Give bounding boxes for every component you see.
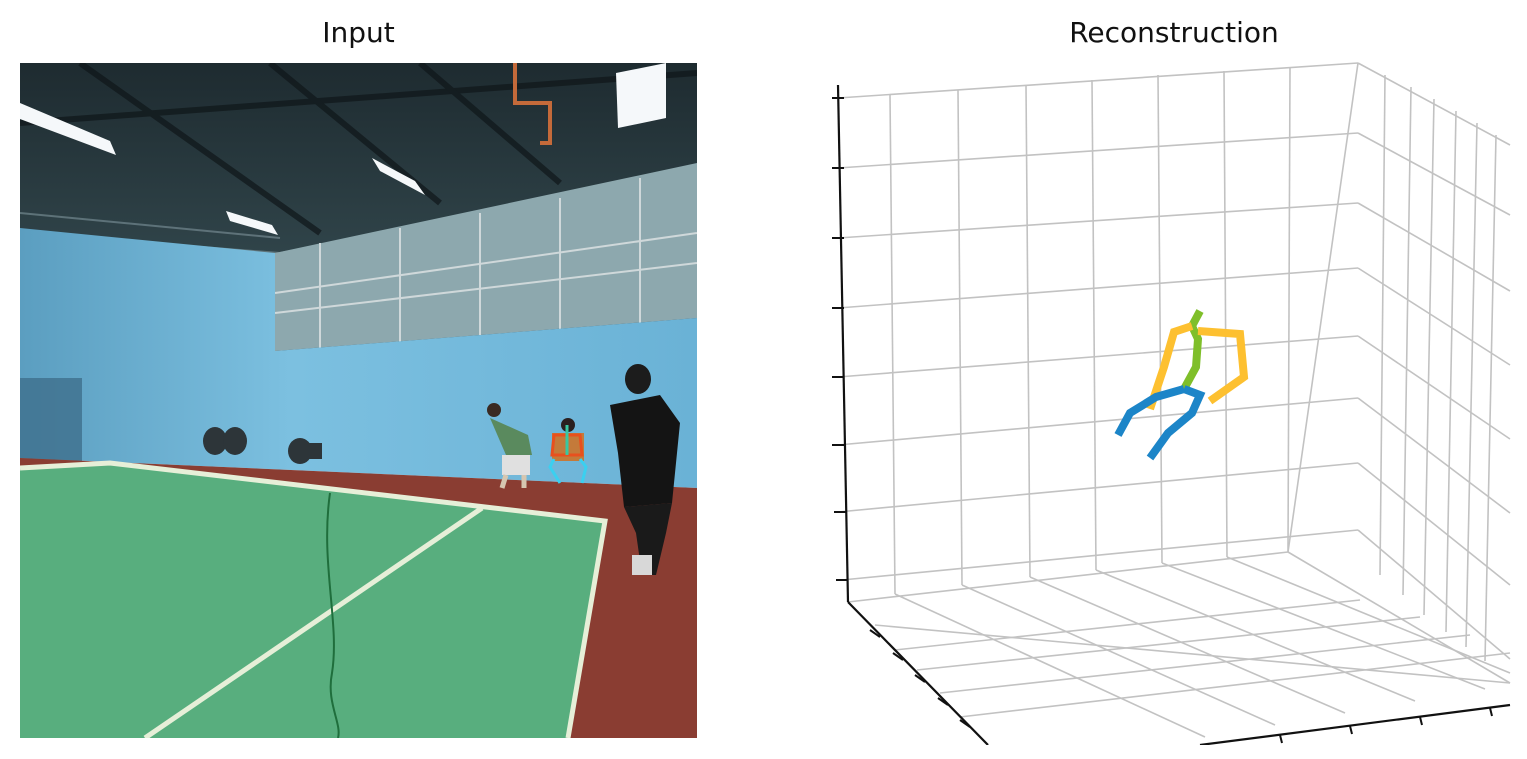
axis-ticks (832, 97, 1493, 744)
window-band (275, 163, 697, 351)
grid-floor (847, 551, 1511, 738)
skeleton-right-arm (1197, 327, 1249, 405)
skeleton-spine (1180, 324, 1203, 391)
reconstruction-panel-title: Reconstruction (1069, 16, 1279, 49)
input-panel-title: Input (322, 16, 395, 49)
skeleton-left-leg (1114, 385, 1186, 437)
input-image (20, 63, 697, 738)
grid-back-wall (837, 62, 1359, 595)
skeleton-right-leg (1146, 385, 1206, 461)
skeleton-left-arm (1146, 322, 1194, 411)
court-floor (20, 463, 605, 738)
court-lines (20, 460, 608, 738)
grid-right-wall (1287, 62, 1511, 684)
axes (836, 84, 1511, 745)
skeleton-3d (1114, 309, 1249, 461)
skeleton-head (1188, 309, 1204, 328)
skeleton-overlay (548, 418, 588, 484)
wall (20, 228, 697, 488)
walking-person (610, 364, 680, 575)
reconstruction-3d-plot (820, 55, 1520, 745)
